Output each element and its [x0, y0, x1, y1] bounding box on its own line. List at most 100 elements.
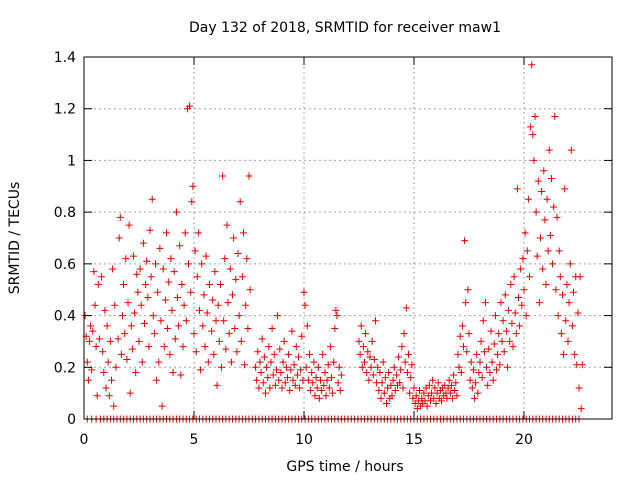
data-point [577, 405, 585, 413]
data-point [204, 358, 212, 366]
data-point [523, 247, 531, 255]
data-point [262, 389, 269, 397]
data-point [101, 306, 109, 314]
data-point [329, 389, 337, 397]
data-point [521, 229, 529, 237]
data-point [537, 234, 544, 242]
data-point [260, 353, 268, 361]
data-point [196, 306, 203, 314]
data-point [391, 387, 399, 395]
data-point [493, 366, 500, 374]
data-point [451, 387, 459, 395]
data-point [337, 371, 345, 379]
data-point [501, 291, 509, 299]
data-point [466, 376, 474, 384]
data-point [520, 286, 528, 294]
data-point [164, 325, 172, 332]
data-point [189, 182, 197, 190]
data-point [214, 301, 222, 309]
data-point [526, 273, 533, 281]
data-point [323, 376, 331, 384]
data-point [518, 301, 526, 309]
data-point [146, 226, 154, 234]
axis-ticks: 0 0.2 0.4 0.6 0.8 1 1.2 1.4 0 5 10 15 20 [54, 50, 612, 448]
data-point [412, 392, 420, 400]
data-point [555, 247, 563, 255]
data-point [571, 350, 579, 358]
data-point [383, 399, 390, 407]
data-point [84, 376, 92, 384]
grid [84, 57, 612, 419]
data-point [185, 260, 192, 268]
data-point [103, 322, 111, 330]
data-point [516, 322, 524, 330]
data-point [256, 358, 264, 366]
data-point [559, 291, 566, 299]
data-point [268, 325, 276, 332]
data-point [359, 343, 367, 351]
data-point [543, 195, 551, 203]
data-point [114, 335, 122, 343]
data-point [455, 363, 463, 371]
data-point [321, 368, 329, 376]
data-point [186, 102, 194, 110]
data-point [471, 394, 478, 402]
data-point [131, 309, 139, 317]
data-point [95, 335, 103, 343]
data-point [255, 384, 263, 392]
data-point [434, 379, 442, 387]
data-point [144, 293, 152, 301]
data-point [112, 363, 120, 371]
data-point [291, 381, 299, 389]
data-point [445, 376, 453, 384]
data-point [369, 371, 377, 379]
data-point [259, 379, 267, 387]
data-point [230, 234, 238, 242]
data-point [563, 281, 571, 289]
data-point [220, 317, 228, 325]
data-point [556, 273, 564, 281]
y-tick-label: 0 [67, 412, 76, 428]
data-point [219, 172, 227, 180]
data-point [269, 371, 277, 379]
data-point [278, 384, 286, 392]
data-point [141, 319, 148, 327]
data-point [148, 195, 156, 203]
data-point [90, 268, 98, 276]
data-point [108, 376, 115, 384]
data-point [546, 231, 554, 239]
data-point [311, 392, 319, 400]
data-point [395, 353, 403, 361]
data-point [553, 213, 561, 221]
data-point [117, 350, 125, 358]
data-point [105, 392, 113, 400]
data-point [182, 317, 190, 325]
data-point [478, 374, 486, 382]
data-point [246, 286, 254, 294]
data-point [535, 299, 543, 307]
data-point [330, 358, 338, 366]
data-point [497, 299, 505, 307]
data-point [224, 299, 232, 307]
data-point [540, 167, 548, 175]
data-point [178, 281, 186, 289]
data-point [200, 291, 208, 299]
data-point [266, 384, 274, 392]
data-point [561, 185, 569, 193]
data-point [387, 381, 395, 389]
data-point [317, 376, 324, 384]
data-point [367, 363, 375, 371]
data-point [306, 350, 313, 358]
data-point [519, 255, 527, 263]
data-point [91, 301, 99, 309]
data-point [361, 358, 368, 366]
data-point [270, 350, 278, 358]
data-point [308, 368, 316, 376]
data-point [127, 322, 135, 330]
data-point [274, 312, 282, 320]
data-point [578, 361, 586, 369]
x-tick-label: 0 [80, 432, 89, 448]
data-point [403, 368, 411, 376]
data-point [94, 281, 102, 289]
data-point [284, 374, 291, 382]
